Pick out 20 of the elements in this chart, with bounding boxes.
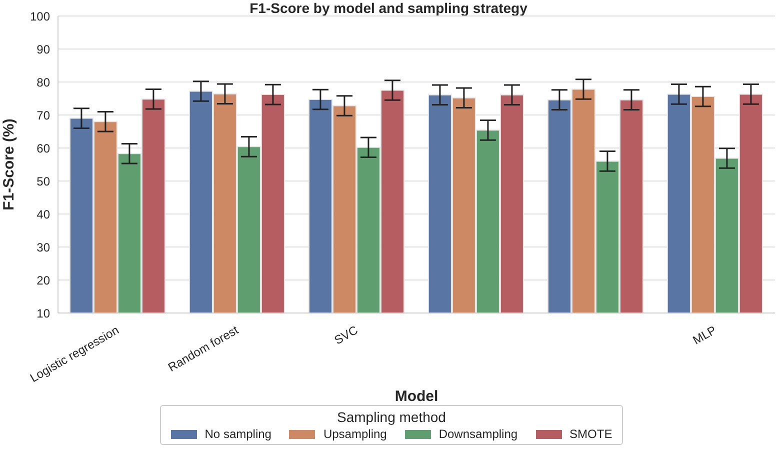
y-tick-label: 70 (36, 108, 50, 122)
x-axis-title: Model (394, 388, 438, 405)
legend-label: SMOTE (568, 427, 612, 441)
y-tick-label: 90 (36, 42, 50, 56)
legend-label: Upsampling (322, 427, 387, 441)
legend-title: Sampling method (336, 409, 447, 425)
y-tick-label: 60 (36, 141, 50, 156)
y-tick-label: 10 (36, 306, 50, 320)
y-axis-title: F1-Score (%) (0, 118, 18, 210)
y-tick-label: 40 (36, 207, 50, 222)
y-tick-label: 100 (30, 9, 50, 24)
legend-label: Downsampling (438, 427, 518, 441)
chart-title: F1-Score by model and sampling strategy (250, 0, 528, 16)
x-tick-label: SVC (332, 322, 361, 348)
y-tick-label: 30 (36, 240, 50, 254)
y-tick-label: 80 (36, 75, 50, 90)
x-tick-label: MLP (690, 322, 719, 348)
y-tick-label: 20 (36, 273, 50, 288)
y-tick-label: 50 (36, 174, 50, 188)
legend-label: No sampling (204, 427, 272, 441)
